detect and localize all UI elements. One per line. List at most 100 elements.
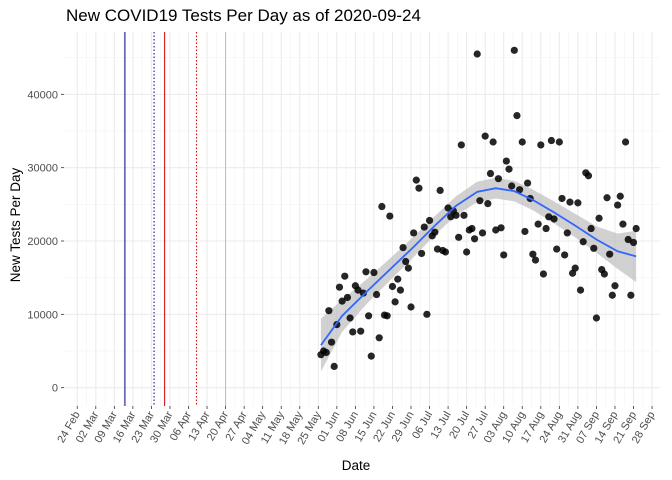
data-point	[441, 248, 450, 256]
data-point	[516, 186, 524, 194]
data-point	[486, 169, 495, 178]
data-point	[386, 212, 394, 220]
data-points	[317, 46, 640, 370]
data-point	[359, 289, 367, 297]
data-point	[349, 328, 357, 336]
data-point	[500, 251, 508, 259]
y-tick-label: 20000	[27, 236, 58, 248]
data-point	[327, 338, 336, 346]
data-point	[452, 211, 460, 219]
data-point	[402, 257, 410, 266]
data-point	[608, 291, 616, 299]
data-point	[590, 244, 598, 252]
data-point	[616, 192, 624, 200]
data-point	[587, 224, 595, 233]
data-point	[595, 214, 603, 222]
data-point	[394, 275, 402, 283]
data-point	[606, 250, 614, 258]
data-point	[537, 141, 545, 149]
data-point	[418, 249, 426, 258]
data-point	[574, 199, 582, 207]
data-point	[455, 233, 463, 241]
data-point	[330, 362, 338, 370]
data-point	[531, 256, 540, 264]
data-point	[322, 348, 330, 357]
data-point	[431, 228, 439, 236]
data-point	[534, 220, 542, 228]
data-point	[460, 211, 468, 219]
data-point	[521, 227, 529, 236]
data-point	[444, 204, 452, 212]
data-point	[624, 235, 632, 244]
data-point	[611, 282, 619, 290]
data-point	[579, 238, 587, 246]
data-point	[378, 202, 386, 211]
reference-lines	[124, 32, 227, 406]
y-tick-label: 10000	[27, 309, 58, 321]
grid-lines	[64, 32, 660, 406]
data-point	[436, 186, 444, 194]
confidence-band	[320, 177, 637, 372]
data-point	[553, 245, 561, 253]
data-point	[627, 291, 635, 299]
data-point	[518, 138, 526, 146]
data-point	[494, 175, 503, 183]
data-point	[603, 194, 611, 202]
data-point	[508, 182, 516, 190]
smooth-trend-line	[320, 187, 637, 346]
data-point	[621, 138, 630, 146]
data-point	[566, 198, 574, 206]
smooth-trend	[320, 187, 637, 346]
data-point	[457, 141, 465, 149]
data-point	[563, 229, 571, 237]
data-point	[407, 303, 415, 311]
y-axis-ticks: 0 10000 20000 30000 40000	[27, 89, 64, 395]
data-point	[370, 268, 378, 277]
data-point	[391, 298, 399, 306]
data-point	[542, 224, 550, 233]
data-point	[489, 138, 497, 146]
data-point	[410, 229, 418, 237]
data-point	[412, 176, 420, 184]
data-point	[365, 312, 373, 320]
data-point	[399, 244, 407, 252]
data-point	[325, 307, 333, 315]
data-point	[629, 238, 638, 247]
data-point	[375, 334, 383, 342]
y-tick-label: 0	[52, 383, 58, 395]
data-point	[415, 184, 423, 192]
data-point	[550, 215, 558, 223]
data-point	[396, 286, 405, 294]
data-point	[555, 138, 563, 146]
data-point	[502, 157, 510, 165]
y-tick-label: 40000	[27, 89, 58, 101]
data-point	[346, 314, 354, 322]
data-point	[478, 229, 487, 237]
data-point	[539, 270, 548, 278]
data-point	[476, 197, 484, 205]
data-point	[383, 312, 391, 320]
data-point	[335, 283, 344, 291]
data-point	[338, 297, 346, 305]
data-point	[341, 272, 349, 280]
data-point	[619, 220, 627, 228]
data-point	[632, 224, 640, 233]
data-point	[357, 327, 365, 335]
data-point	[463, 248, 471, 256]
chart-title: New COVID19 Tests Per Day as of 2020-09-…	[66, 6, 421, 25]
data-point	[362, 268, 370, 276]
data-point	[481, 132, 489, 140]
data-point	[523, 179, 532, 187]
data-point	[505, 165, 513, 173]
data-point	[497, 224, 505, 232]
data-point	[420, 223, 428, 231]
data-point	[547, 136, 555, 145]
confidence-band-area	[320, 177, 637, 372]
data-point	[343, 293, 352, 302]
data-point	[513, 112, 521, 120]
data-point	[484, 200, 492, 208]
data-point	[592, 314, 601, 322]
data-point	[423, 310, 431, 318]
